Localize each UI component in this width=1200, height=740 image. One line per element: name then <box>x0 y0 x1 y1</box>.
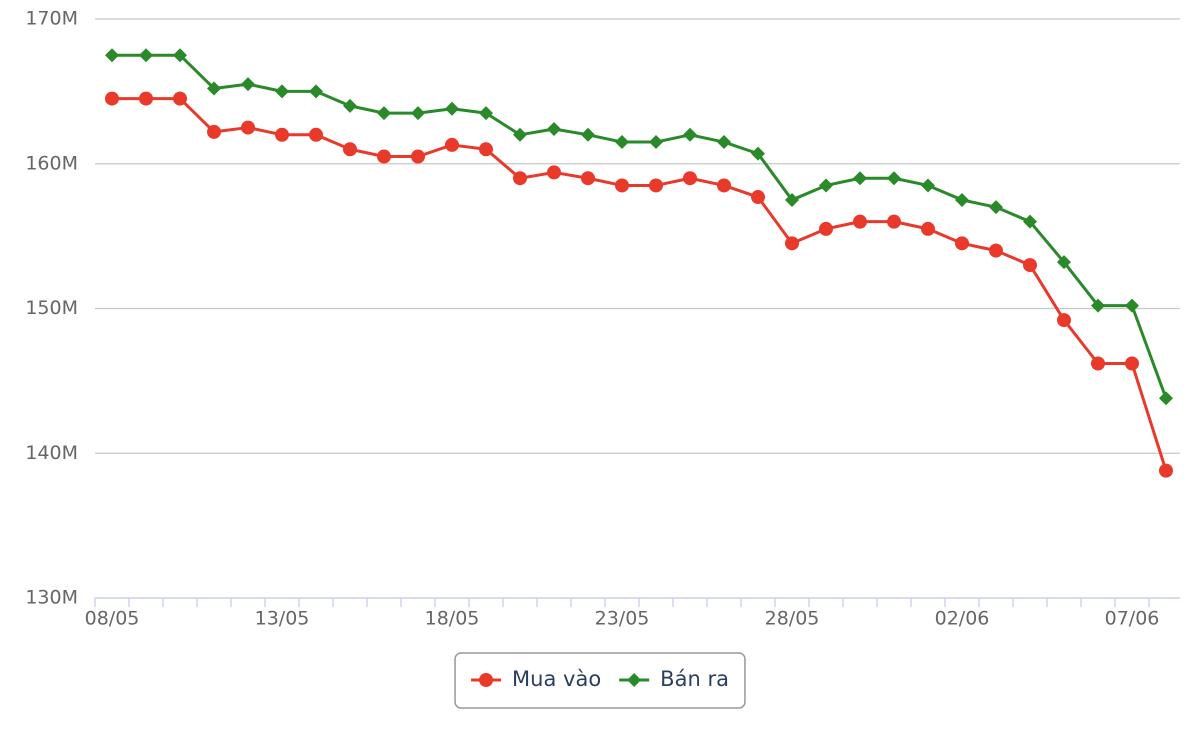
x-tick-label: 28/05 <box>765 608 820 630</box>
series-line <box>112 97 1168 472</box>
point <box>377 149 391 164</box>
point <box>615 178 629 193</box>
point <box>853 214 867 229</box>
point <box>241 77 255 92</box>
point <box>1023 214 1037 229</box>
point <box>547 122 561 137</box>
point <box>377 106 391 121</box>
legend-label: Bán ra <box>660 667 729 691</box>
point <box>479 142 493 157</box>
x-tick-label: 18/05 <box>425 608 480 630</box>
point <box>309 84 323 99</box>
point <box>343 142 357 157</box>
point <box>717 178 731 193</box>
point <box>683 127 697 142</box>
point <box>513 127 527 142</box>
y-tick-label: 130M <box>25 587 78 609</box>
point <box>1091 356 1105 371</box>
point <box>717 135 731 150</box>
point <box>275 127 289 142</box>
point <box>887 214 901 229</box>
point <box>479 106 493 121</box>
point <box>581 171 595 186</box>
x-tick-label: 08/05 <box>85 608 140 630</box>
x-tick-label: 13/05 <box>255 608 310 630</box>
point <box>921 221 935 236</box>
point <box>1159 391 1173 406</box>
point <box>139 91 153 106</box>
y-tick-label: 170M <box>25 8 78 30</box>
x-tick-label: 02/06 <box>935 608 990 630</box>
point <box>1057 313 1071 328</box>
point <box>581 127 595 142</box>
point <box>105 48 119 63</box>
point <box>989 200 1003 215</box>
point <box>649 135 663 150</box>
point <box>445 137 459 152</box>
point <box>955 192 969 207</box>
point <box>921 178 935 193</box>
legend-item[interactable]: Mua vào <box>471 667 601 691</box>
point <box>1125 356 1139 371</box>
y-tick-label: 160M <box>25 152 78 174</box>
y-tick-label: 150M <box>25 297 78 319</box>
x-tick-label: 07/06 <box>1105 608 1160 630</box>
point <box>615 135 629 150</box>
point <box>1091 298 1105 313</box>
series-line <box>112 53 1168 399</box>
x-tick-label: 23/05 <box>595 608 650 630</box>
point <box>275 84 289 99</box>
point <box>445 101 459 116</box>
point <box>819 178 833 193</box>
point <box>343 98 357 113</box>
point <box>139 48 153 63</box>
point <box>207 124 221 139</box>
point <box>989 243 1003 258</box>
point <box>173 48 187 63</box>
legend-label: Mua vào <box>512 667 601 691</box>
point <box>751 146 765 161</box>
point <box>1023 258 1037 273</box>
point <box>1159 463 1173 478</box>
legend-box <box>454 652 746 709</box>
point <box>853 171 867 186</box>
point <box>207 81 221 96</box>
point <box>411 106 425 121</box>
point <box>173 91 187 106</box>
point <box>751 190 765 205</box>
point <box>241 120 255 135</box>
legend-item[interactable]: Bán ra <box>619 667 729 691</box>
point <box>887 171 901 186</box>
point <box>105 91 119 106</box>
point <box>819 221 833 236</box>
legend: Mua vào Bán ra <box>454 652 746 709</box>
y-tick-label: 140M <box>25 442 78 464</box>
point <box>1057 255 1071 270</box>
point <box>683 171 697 186</box>
point <box>547 165 561 180</box>
point <box>411 149 425 164</box>
point <box>785 236 799 251</box>
point <box>513 171 527 186</box>
point <box>785 192 799 207</box>
point <box>627 673 642 687</box>
point <box>479 673 494 687</box>
point <box>649 178 663 193</box>
point <box>309 127 323 142</box>
point <box>1125 298 1139 313</box>
point <box>955 236 969 251</box>
